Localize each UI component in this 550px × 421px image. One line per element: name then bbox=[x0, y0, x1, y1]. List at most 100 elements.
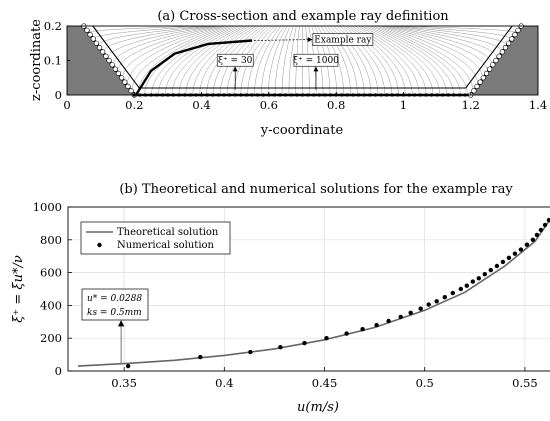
annotation-label: Example ray bbox=[314, 36, 372, 46]
numerical-solution-point bbox=[464, 283, 469, 288]
panel-b-ticks: 0.35 0.4 0.45 0.5 0.55 0 200 400 600 800 1000 bbox=[33, 200, 538, 390]
numerical-solution-point bbox=[434, 299, 439, 304]
numerical-solution-point bbox=[324, 336, 329, 341]
x-tick-label: 0.2 bbox=[125, 98, 143, 112]
x-tick-label: 0.55 bbox=[512, 376, 538, 390]
x-tick-label: 0.8 bbox=[327, 98, 345, 112]
numerical-solution-point bbox=[482, 272, 487, 277]
annotation-label: ξ⁺ = 30 bbox=[218, 56, 253, 66]
panel-a-annotations: Example ray ξ⁺ = 30 ξ⁺ = 1000 bbox=[216, 33, 374, 90]
numerical-solution-point bbox=[524, 242, 530, 247]
boundary-node bbox=[471, 88, 477, 94]
numerical-solution-point bbox=[302, 340, 307, 346]
boundary-node bbox=[103, 53, 109, 59]
panel-a-ticks: 0 0.2 0.4 0.6 0.8 1 1.2 1.4 0 0.1 0.2 bbox=[44, 19, 547, 112]
legend-entry-theoretical: Theoretical solution bbox=[117, 227, 219, 238]
numerical-solution-point bbox=[476, 276, 481, 281]
legend-entry-numerical: Numerical solution bbox=[117, 240, 215, 251]
boundary-node bbox=[90, 36, 96, 42]
numerical-solution-point bbox=[198, 354, 203, 360]
boundary-node bbox=[483, 70, 490, 76]
numerical-solution-point bbox=[374, 322, 379, 328]
x-tick-label: 0 bbox=[63, 98, 70, 112]
panel-a-ylabel: z-coordinate bbox=[29, 19, 44, 101]
boundary-node bbox=[109, 62, 115, 68]
boundary-node bbox=[84, 27, 90, 33]
x-tick-label: 0.4 bbox=[192, 98, 210, 112]
left-bank-region bbox=[67, 26, 135, 95]
y-tick-label: 0.1 bbox=[44, 54, 62, 68]
boundary-node bbox=[125, 83, 131, 89]
parameter-ustar: u* = 0.0288 bbox=[87, 294, 142, 304]
boundary-node bbox=[115, 70, 122, 76]
boundary-node bbox=[128, 88, 134, 94]
boundary-node bbox=[119, 75, 125, 81]
numerical-solution-point bbox=[546, 217, 550, 223]
numerical-solution-point bbox=[470, 279, 475, 284]
boundary-node bbox=[493, 57, 499, 64]
panel-b-plot bbox=[77, 217, 550, 369]
numerical-solution-point bbox=[518, 247, 524, 252]
boundary-node bbox=[100, 49, 106, 55]
panel-b: (b) Theoretical and numerical solutions … bbox=[11, 182, 550, 415]
annotation-label: ξ⁺ = 1000 bbox=[293, 56, 339, 66]
panel-a-xlabel: y-coordinate bbox=[260, 123, 344, 138]
numerical-solution-point bbox=[538, 227, 544, 233]
numerical-solution-point bbox=[506, 255, 512, 260]
numerical-solution-point bbox=[248, 349, 253, 355]
numerical-solution-point bbox=[360, 327, 365, 332]
boundary-node bbox=[499, 49, 505, 55]
x-tick-label: 0.5 bbox=[416, 376, 434, 390]
numerical-solution-point bbox=[450, 290, 455, 296]
panel-b-parameter-annotation: u* = 0.0288 ks = 0.5mm bbox=[81, 288, 149, 365]
panel-a-title: (a) Cross-section and example ray defini… bbox=[157, 9, 449, 24]
numerical-solution-point bbox=[386, 318, 391, 324]
numerical-solution-point bbox=[426, 302, 431, 307]
panel-b-axes-box bbox=[67, 206, 550, 372]
annotation-box bbox=[293, 53, 339, 67]
numerical-solution-point bbox=[125, 363, 131, 369]
panel-b-xlabel: u(m/s) bbox=[297, 400, 339, 415]
numerical-solution-point bbox=[500, 259, 506, 265]
boundary-node bbox=[506, 40, 512, 46]
boundary-node bbox=[96, 44, 103, 51]
numerical-solution-point bbox=[398, 314, 403, 320]
y-tick-label: 1000 bbox=[33, 200, 62, 214]
numerical-solution-point bbox=[442, 295, 447, 300]
y-tick-label: 0 bbox=[55, 88, 62, 102]
y-tick-label: 400 bbox=[40, 298, 62, 312]
boundary-node bbox=[502, 44, 509, 51]
numerical-solution-point bbox=[488, 267, 493, 273]
annotation-box bbox=[312, 33, 374, 46]
numerical-solution-point bbox=[408, 310, 413, 315]
parameter-box bbox=[81, 288, 149, 321]
numerical-solution-point bbox=[530, 237, 536, 242]
numerical-solution-point bbox=[494, 263, 500, 269]
numerical-solution-point bbox=[458, 286, 463, 292]
example-ray-curve bbox=[134, 39, 253, 96]
boundary-node bbox=[515, 27, 521, 33]
x-tick-label: 1 bbox=[400, 98, 407, 112]
boundary-node bbox=[87, 31, 93, 38]
boundary-node bbox=[496, 53, 502, 59]
boundary-node bbox=[490, 62, 496, 68]
numerical-solution-point bbox=[542, 222, 548, 228]
boundary-node bbox=[112, 66, 118, 72]
y-tick-label: 600 bbox=[40, 266, 62, 280]
x-tick-label: 0.6 bbox=[260, 98, 278, 112]
x-tick-label: 1.4 bbox=[529, 98, 547, 112]
theoretical-solution-line bbox=[77, 218, 550, 367]
boundary-node bbox=[474, 83, 480, 89]
annotation-box bbox=[216, 53, 254, 67]
x-tick-label: 0.45 bbox=[312, 376, 338, 390]
y-tick-label: 800 bbox=[40, 233, 62, 247]
y-tick-label: 0.2 bbox=[44, 19, 62, 33]
numerical-solution-point bbox=[534, 232, 540, 238]
boundary-node bbox=[487, 66, 493, 72]
boundary-node bbox=[477, 79, 483, 85]
boundary-node bbox=[106, 57, 112, 64]
numerical-solution-point bbox=[512, 251, 518, 256]
right-bank-region bbox=[470, 26, 538, 95]
boundary-node bbox=[480, 75, 486, 81]
